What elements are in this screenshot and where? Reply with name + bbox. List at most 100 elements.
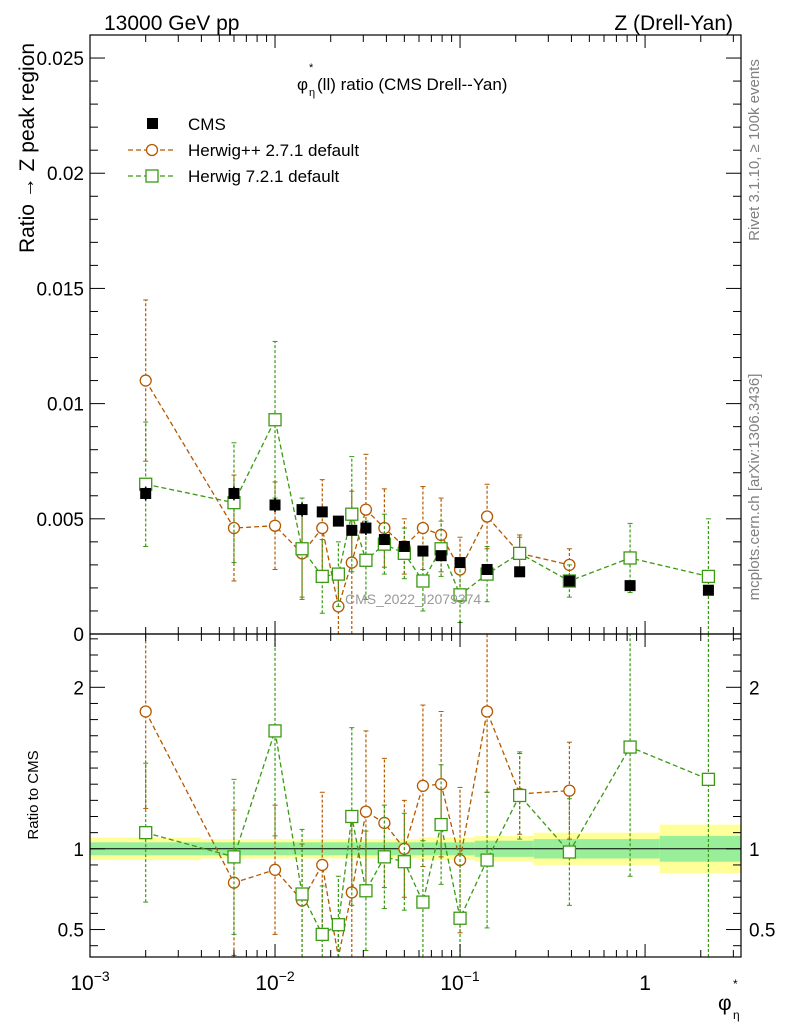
main-plot-title: φ * η (ll) ratio (CMS Drell--Yan)	[297, 62, 507, 99]
legend-herwig7-marker	[145, 169, 159, 183]
herwig-7-2-1-default-point	[701, 772, 716, 786]
y-tick-label: 2	[73, 678, 84, 699]
cms-point	[140, 487, 152, 499]
herwig-7-2-1-default-point	[623, 551, 637, 565]
title-eta: η	[309, 87, 315, 99]
y-tick-label: 0.015	[36, 279, 84, 300]
y-tick-label: 0.01	[47, 395, 84, 416]
main-y-axis-label: Ratio → Z peak region	[16, 43, 39, 253]
legend-herwigpp-marker	[145, 143, 159, 157]
herwig-7-2-1-default-point	[623, 740, 637, 754]
y-tick-label: 1	[73, 840, 84, 861]
herwig-7-2-1-default-point	[513, 546, 527, 561]
herwig-7-2-1-default-point	[315, 569, 329, 584]
herwig-7-2-1-default-point	[416, 895, 430, 909]
herwig-2-7-1-default-point	[480, 705, 494, 718]
y-tick-label: 0	[73, 625, 84, 646]
herwig-7-2-1-default-point	[315, 927, 329, 942]
herwig-7-2-1-default-point	[295, 542, 309, 556]
title-text: (ll) ratio (CMS Drell--Yan)	[317, 75, 507, 94]
y-tick-label: 0.02	[47, 164, 84, 185]
y-tick-label: 0.005	[36, 510, 84, 531]
herwig-2-7-1-default-point	[316, 858, 329, 872]
title-phi: φ	[297, 75, 308, 94]
main-axis-ticks: 0 0.005 0.01 0.015 0.02 0.025	[36, 34, 741, 646]
cms-point	[346, 524, 358, 536]
herwig-7-2-1-default-point	[331, 918, 346, 932]
herwig-7-2-1-default-point	[227, 850, 241, 864]
herwig-7-2-1-default-line	[145, 417, 709, 596]
cms-point	[563, 575, 575, 587]
cms-point	[624, 580, 636, 592]
herwig-7-2-1-default-point	[416, 574, 430, 588]
herwig-2-7-1-default-point	[139, 374, 152, 387]
legend-herwigpp-label: Herwig++ 2.7.1 default	[188, 141, 359, 160]
process-label: Z (Drell-Yan)	[614, 12, 733, 35]
herwig-7-2-1-default-point	[359, 884, 373, 898]
cms-point	[228, 487, 240, 499]
herwig-7-2-1-default-point	[562, 845, 577, 859]
y-tick-label-right: 1	[749, 840, 760, 861]
herwig-7-2-1-default-point	[295, 887, 309, 901]
y-tick-label: 0.5	[58, 921, 84, 942]
herwig-7-2-1-default-point	[139, 825, 153, 840]
ratio-panel: 0.5 0.51 12 210−3 10−2 10−1 1 Ratio to CMS φ *…	[25, 633, 775, 1022]
x-label-star: *	[733, 977, 738, 991]
legend-cms-marker	[147, 118, 158, 129]
x-label-phi: φ	[718, 992, 732, 1015]
herwig-2-7-1-default-point	[139, 705, 152, 718]
herwig-2-7-1-default-point	[416, 521, 430, 535]
cms-point	[296, 504, 308, 516]
herwig-2-7-1-default-line	[145, 709, 570, 958]
cms-point	[417, 545, 429, 557]
legend: CMS Herwig++ 2.7.1 default Herwig 7.2.1 …	[128, 115, 359, 186]
y-tick-label-right: 0.5	[749, 921, 775, 942]
cms-point	[435, 550, 447, 562]
herwig-2-7-1-default-point	[268, 519, 282, 532]
ratio-plot-frame	[89, 633, 742, 958]
cms-point	[316, 506, 328, 518]
cms-point	[332, 515, 344, 527]
main-panel: 0 0.005 0.01 0.015 0.02 0.025 CMS_2022_I20793…	[16, 34, 742, 646]
x-axis-label: φ * η	[718, 977, 740, 1022]
x-label-eta: η	[733, 1008, 740, 1022]
herwig-7-2-1-default-point	[397, 855, 411, 869]
herwig-7-2-1-default-point	[453, 588, 467, 602]
mcplots-label: mcplots.cern.ch [arXiv:1306.3436]	[746, 374, 763, 601]
herwig-7-2-1-default-point	[480, 853, 494, 867]
legend-herwig7-label: Herwig 7.2.1 default	[188, 167, 339, 186]
herwig-2-7-1-default-point	[416, 779, 430, 792]
herwig-2-7-1-default-point	[316, 521, 329, 535]
herwig-7-2-1-default-point	[345, 507, 359, 521]
herwig-7-2-1-default-point	[434, 817, 448, 832]
herwig-2-7-1-default-point	[359, 805, 373, 818]
energy-label: 13000 GeV pp	[104, 12, 239, 35]
herwig-7-2-1-default-point	[268, 413, 282, 427]
cms-point	[454, 557, 466, 569]
herwig-2-7-1-default-point	[563, 784, 576, 797]
x-tick-label: 1	[639, 972, 651, 995]
herwig-2-7-1-default-point	[359, 503, 373, 516]
ratio-plot-marks	[90, 633, 741, 958]
herwig-7-2-1-default-point	[268, 724, 282, 738]
herwig-7-2-1-default-point	[701, 569, 716, 584]
herwig-7-2-1-default-line	[145, 730, 709, 936]
cms-point	[269, 499, 281, 511]
y-tick-label: 0.025	[36, 49, 84, 70]
ratio-y-axis-label: Ratio to CMS	[25, 750, 42, 839]
rivet-version-label: Rivet 3.1.10, ≥ 100k events	[746, 59, 763, 241]
herwig-2-7-1-default-line	[145, 380, 570, 607]
legend-cms-label: CMS	[188, 115, 226, 134]
herwig-7-2-1-default-point	[453, 911, 467, 925]
cms-point	[360, 522, 372, 534]
main-plot-marks	[139, 299, 716, 635]
cms-point	[514, 566, 526, 578]
y-tick-label-right: 2	[749, 678, 760, 699]
herwig-7-2-1-default-point	[513, 788, 527, 803]
herwig-7-2-1-default-point	[345, 809, 359, 824]
herwig-2-7-1-default-point	[480, 510, 494, 523]
herwig-7-2-1-default-point	[377, 850, 392, 864]
herwig-2-7-1-default-point	[268, 863, 282, 876]
cms-point	[378, 534, 390, 546]
